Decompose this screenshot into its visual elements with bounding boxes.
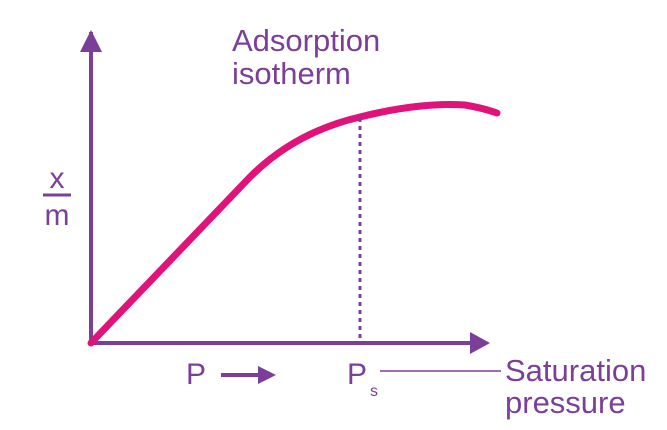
y-label-numerator: x: [50, 162, 65, 195]
x-label: P: [186, 358, 206, 391]
ps-label-subscript: s: [370, 383, 378, 400]
y-label-denominator: m: [45, 199, 70, 232]
note-line2: pressure: [505, 385, 626, 420]
x-axis-arrowhead: [470, 332, 490, 354]
title-line1: Adsorption: [232, 23, 380, 58]
ps-label-main: P: [347, 358, 367, 391]
right-arrow-icon: [221, 366, 276, 384]
y-axis-arrowhead: [80, 30, 102, 52]
isotherm-curve: [87, 101, 501, 347]
title-line2: isotherm: [232, 56, 351, 91]
note-line1: Saturation: [505, 353, 646, 388]
